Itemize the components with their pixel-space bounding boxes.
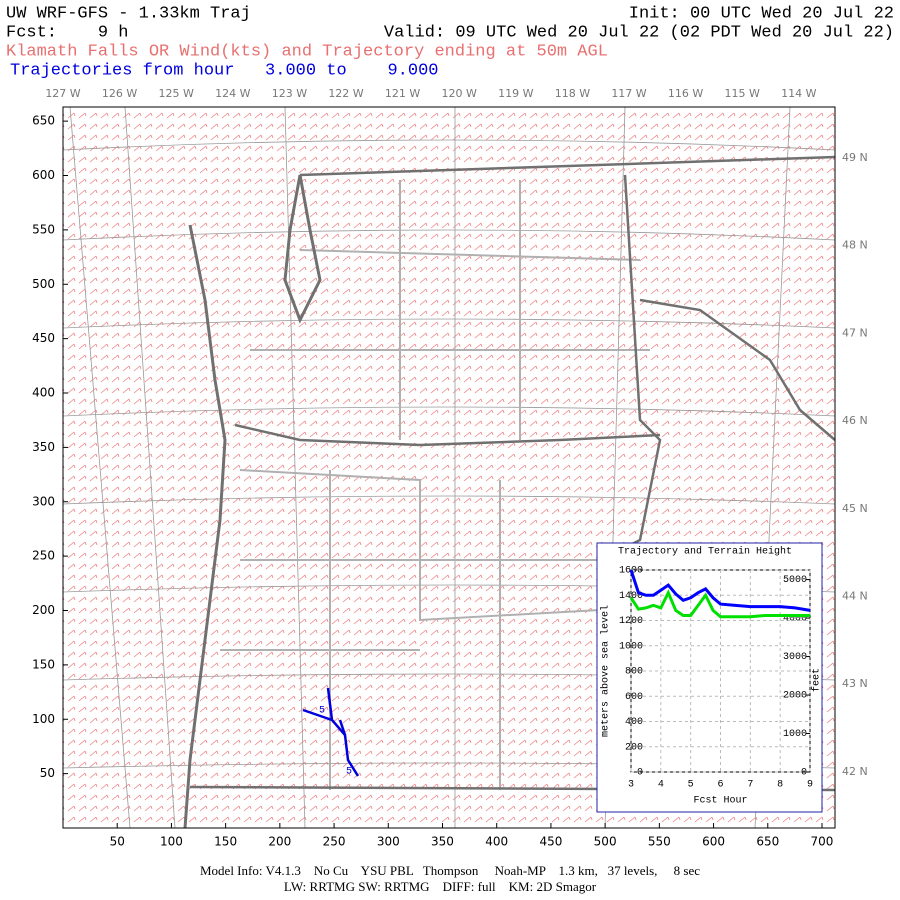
forecast-hour: Fcst: 9 h bbox=[6, 23, 128, 42]
longitude-label: 127 W bbox=[45, 87, 80, 100]
map: 50 100 150 200 250 300 350 400 450 500 550 600 650 70… bbox=[32, 87, 868, 849]
map-trajectory bbox=[302, 687, 360, 777]
x-tick-label: 3 bbox=[628, 780, 634, 791]
model-physics: LW: RRTMG SW: RRTMG DIFF: full KM: 2D Sm… bbox=[284, 879, 597, 894]
latitude-label: 49 N bbox=[842, 151, 868, 164]
map-axes: 50 100 150 200 250 300 350 400 450 500 550 600 650 70… bbox=[32, 87, 868, 849]
x-tick-label: 650 bbox=[756, 835, 779, 849]
x-tick-label: 450 bbox=[539, 835, 562, 849]
y-axis-label: meters above sea level bbox=[600, 605, 612, 737]
longitude-label: 124 W bbox=[215, 87, 250, 100]
x-tick-label: 700 bbox=[811, 835, 834, 849]
y-tick-label: 200 bbox=[625, 742, 643, 753]
longitude-label: 119 W bbox=[498, 87, 533, 100]
x-axis-label: Fcst Hour bbox=[693, 796, 747, 807]
latitude-label: 47 N bbox=[842, 326, 868, 339]
inset-title: Trajectory and Terrain Height bbox=[618, 546, 792, 558]
x-tick-label: 6 bbox=[717, 780, 723, 791]
model-info: Model Info: V4.1.3 No Cu YSU PBL Thompso… bbox=[200, 863, 700, 878]
longitude-label: 122 W bbox=[328, 87, 363, 100]
y2-tick-label: 1000 bbox=[783, 729, 807, 740]
trajectory-hour-label: 5 bbox=[346, 767, 352, 778]
longitude-label: 121 W bbox=[385, 87, 420, 100]
latitude-label: 46 N bbox=[842, 414, 868, 427]
y2-tick-label: 5000 bbox=[783, 575, 807, 586]
title: UW WRF-GFS - 1.33km Traj bbox=[6, 4, 251, 23]
longitude-label: 116 W bbox=[668, 87, 703, 100]
latitude-label: 42 N bbox=[842, 765, 868, 778]
x-tick-label: 100 bbox=[160, 835, 183, 849]
longitude-label: 117 W bbox=[611, 87, 646, 100]
longitude-label: 115 W bbox=[725, 87, 760, 100]
subtitle: Klamath Falls OR Wind(kts) and Trajector… bbox=[6, 42, 608, 61]
y-tick-label: 400 bbox=[625, 717, 643, 728]
x-tick-label: 8 bbox=[777, 780, 783, 791]
y-tick-label: 0 bbox=[637, 768, 643, 779]
series-line bbox=[629, 589, 810, 619]
x-tick-label: 7 bbox=[747, 780, 753, 791]
x-tick-label: 200 bbox=[268, 835, 291, 849]
map-frame bbox=[62, 106, 836, 829]
valid-time: Valid: 09 UTC Wed 20 Jul 22 (02 PDT Wed … bbox=[384, 23, 894, 42]
series-line bbox=[629, 569, 811, 612]
latitude-label: 43 N bbox=[842, 677, 868, 690]
latitude-label: 44 N bbox=[842, 590, 868, 603]
y2-tick-label: 2000 bbox=[783, 691, 807, 702]
longitude-label: 114 W bbox=[781, 87, 816, 100]
inset-frame bbox=[596, 542, 823, 813]
longitude-label: 118 W bbox=[555, 87, 590, 100]
y-tick-label: 600 bbox=[32, 168, 55, 182]
x-tick-label: 600 bbox=[702, 835, 725, 849]
trajectory-range: Trajectories from hour 3.000 to 9.000 bbox=[10, 61, 438, 80]
x-tick-label: 250 bbox=[323, 835, 346, 849]
x-tick-label: 5 bbox=[688, 780, 694, 791]
init-time: Init: 00 UTC Wed 20 Jul 22 bbox=[629, 4, 894, 23]
x-tick-label: 350 bbox=[431, 835, 454, 849]
coastline bbox=[183, 224, 227, 829]
x-tick-label: 400 bbox=[485, 835, 508, 849]
county-borders bbox=[220, 180, 650, 790]
trajectory-hour-label: 5 bbox=[319, 706, 325, 717]
y-tick-label: 1400 bbox=[619, 591, 643, 602]
x-tick-label: 150 bbox=[214, 835, 237, 849]
y-tick-label: 1200 bbox=[619, 616, 643, 627]
x-tick-label: 300 bbox=[377, 835, 400, 849]
x-tick-label: 50 bbox=[110, 835, 125, 849]
y-tick-label: 200 bbox=[32, 603, 55, 617]
longitude-label: 126 W bbox=[102, 87, 137, 100]
x-tick-label: 4 bbox=[658, 780, 664, 791]
y-tick-label: 250 bbox=[32, 549, 55, 563]
y-tick-label: 1000 bbox=[619, 641, 643, 652]
y2-tick-label: 0 bbox=[801, 768, 807, 779]
y-tick-label: 350 bbox=[32, 440, 55, 454]
y-tick-label: 600 bbox=[625, 692, 643, 703]
y-tick-label: 400 bbox=[32, 386, 55, 400]
latitude-label: 48 N bbox=[842, 239, 868, 252]
y-tick-label: 450 bbox=[32, 331, 55, 345]
x-tick-label: 500 bbox=[594, 835, 617, 849]
y-tick-label: 800 bbox=[625, 667, 643, 678]
y2-tick-label: 4000 bbox=[783, 614, 807, 625]
y-tick-label: 650 bbox=[32, 114, 55, 128]
y-tick-label: 550 bbox=[32, 222, 55, 236]
y-tick-label: 50 bbox=[40, 766, 55, 780]
y-tick-label: 150 bbox=[32, 657, 55, 671]
y-tick-label: 300 bbox=[32, 494, 55, 508]
x-tick-label: 550 bbox=[648, 835, 671, 849]
longitude-label: 120 W bbox=[442, 87, 477, 100]
puget-sound bbox=[283, 174, 322, 324]
y2-axis-label: feet bbox=[811, 668, 823, 692]
longitude-label: 123 W bbox=[272, 87, 307, 100]
y2-tick-label: 3000 bbox=[783, 652, 807, 663]
longitude-label: 125 W bbox=[159, 87, 194, 100]
y-tick-label: 100 bbox=[32, 712, 55, 726]
latitude-label: 45 N bbox=[842, 502, 868, 515]
y-tick-label: 500 bbox=[32, 277, 55, 291]
x-tick-label: 9 bbox=[807, 780, 813, 791]
